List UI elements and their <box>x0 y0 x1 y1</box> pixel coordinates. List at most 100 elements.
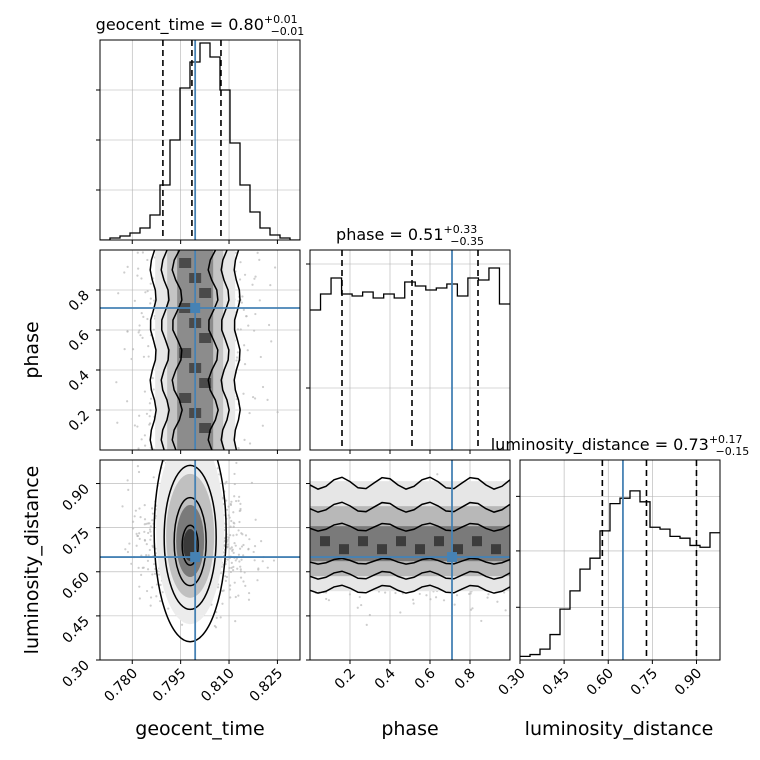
sample-point <box>418 592 421 596</box>
hist-luminosity-distance-xtick-label: 0.75 <box>628 666 661 699</box>
sample-point <box>218 473 221 476</box>
sample-point <box>188 456 190 458</box>
sample-point <box>261 385 265 389</box>
sample-point <box>216 586 220 589</box>
sample-point <box>216 467 219 470</box>
pair-phase-vs-luminosity-distance-xtick-label: 0.6 <box>412 665 439 692</box>
sample-point <box>239 261 242 264</box>
density-core <box>415 544 425 555</box>
sample-point <box>136 274 139 277</box>
sample-point <box>261 560 264 563</box>
pair-phase-vs-luminosity-distance-xtick-label: 0.2 <box>332 666 359 693</box>
contour-line <box>310 476 510 490</box>
sample-point <box>138 532 141 535</box>
sample-point <box>146 290 149 293</box>
sample-point <box>503 591 506 594</box>
sample-point <box>360 603 363 607</box>
sample-point <box>253 329 256 332</box>
sample-point <box>155 583 159 586</box>
sample-point <box>231 549 234 552</box>
density-core <box>396 536 406 547</box>
sample-point <box>259 355 262 359</box>
sample-point <box>235 533 238 536</box>
sample-point <box>399 611 402 614</box>
sample-point <box>272 559 276 562</box>
sample-point <box>229 584 232 587</box>
sample-point <box>143 518 147 521</box>
sample-point <box>123 347 126 351</box>
sample-point <box>149 302 152 305</box>
sample-point <box>228 516 231 519</box>
pair-geocent-time-vs-luminosity-distance-frame <box>99 459 301 661</box>
sample-point <box>229 596 232 599</box>
sample-point <box>198 458 200 460</box>
sample-point <box>240 301 243 304</box>
sample-point <box>455 594 459 597</box>
contour-line <box>310 570 510 580</box>
sample-point <box>134 509 137 512</box>
sample-point <box>147 522 150 525</box>
density-core <box>199 378 212 388</box>
sample-point <box>138 324 141 327</box>
sample-point <box>183 456 185 458</box>
sample-point <box>247 598 251 601</box>
sample-point <box>276 411 279 414</box>
sample-point <box>137 267 140 270</box>
sample-point <box>136 534 140 538</box>
sample-point <box>137 331 140 334</box>
sample-point <box>157 573 161 576</box>
sample-point <box>442 599 446 602</box>
sample-point <box>243 438 246 441</box>
hist-luminosity-distance-title: luminosity_distance = 0.73+0.17 −0.15 <box>491 433 750 458</box>
density-core <box>179 258 192 268</box>
sample-point <box>144 291 147 294</box>
sample-point <box>253 559 256 562</box>
sample-point <box>260 539 263 543</box>
sample-point <box>151 573 154 576</box>
sample-point <box>236 351 239 354</box>
pair-geocent-time-vs-luminosity-distance-ytick-label: 0.75 <box>59 525 92 558</box>
sample-point <box>232 511 235 514</box>
sample-point <box>227 536 230 539</box>
sample-point <box>240 545 244 548</box>
sample-point <box>233 472 236 476</box>
sample-point <box>236 328 240 331</box>
sample-point <box>187 456 189 458</box>
contour-line <box>310 557 510 565</box>
sample-point <box>151 586 154 589</box>
sample-point <box>254 312 257 316</box>
sample-point <box>142 355 146 358</box>
sample-point <box>143 530 146 533</box>
sample-point <box>138 597 141 600</box>
sample-point <box>230 561 233 564</box>
sample-point <box>150 534 153 537</box>
sample-point <box>238 278 242 281</box>
hist-luminosity-distance-bars <box>520 490 720 658</box>
sample-point <box>239 328 242 331</box>
sample-point <box>240 558 243 561</box>
sample-point <box>159 583 162 586</box>
sample-point <box>237 553 241 556</box>
sample-point <box>243 273 247 276</box>
sample-point <box>164 456 166 458</box>
sample-point <box>226 538 229 541</box>
contour-line <box>207 250 219 450</box>
sample-point <box>215 616 218 620</box>
sample-point <box>239 502 242 505</box>
sample-point <box>219 616 222 619</box>
sample-point <box>226 543 230 546</box>
sample-point <box>232 565 235 568</box>
sample-point <box>412 602 415 605</box>
sample-point <box>253 277 256 280</box>
sample-point <box>142 315 145 319</box>
pair-geocent-time-vs-phase-ytick-label: 0.2 <box>66 408 93 435</box>
sample-point <box>124 548 127 551</box>
sample-point <box>180 623 184 626</box>
sample-point <box>146 258 149 262</box>
sample-point <box>325 597 328 601</box>
density-core <box>179 348 192 358</box>
sample-point <box>130 562 133 565</box>
sample-point <box>133 299 136 302</box>
sample-point <box>149 409 152 412</box>
sample-point <box>137 566 140 569</box>
